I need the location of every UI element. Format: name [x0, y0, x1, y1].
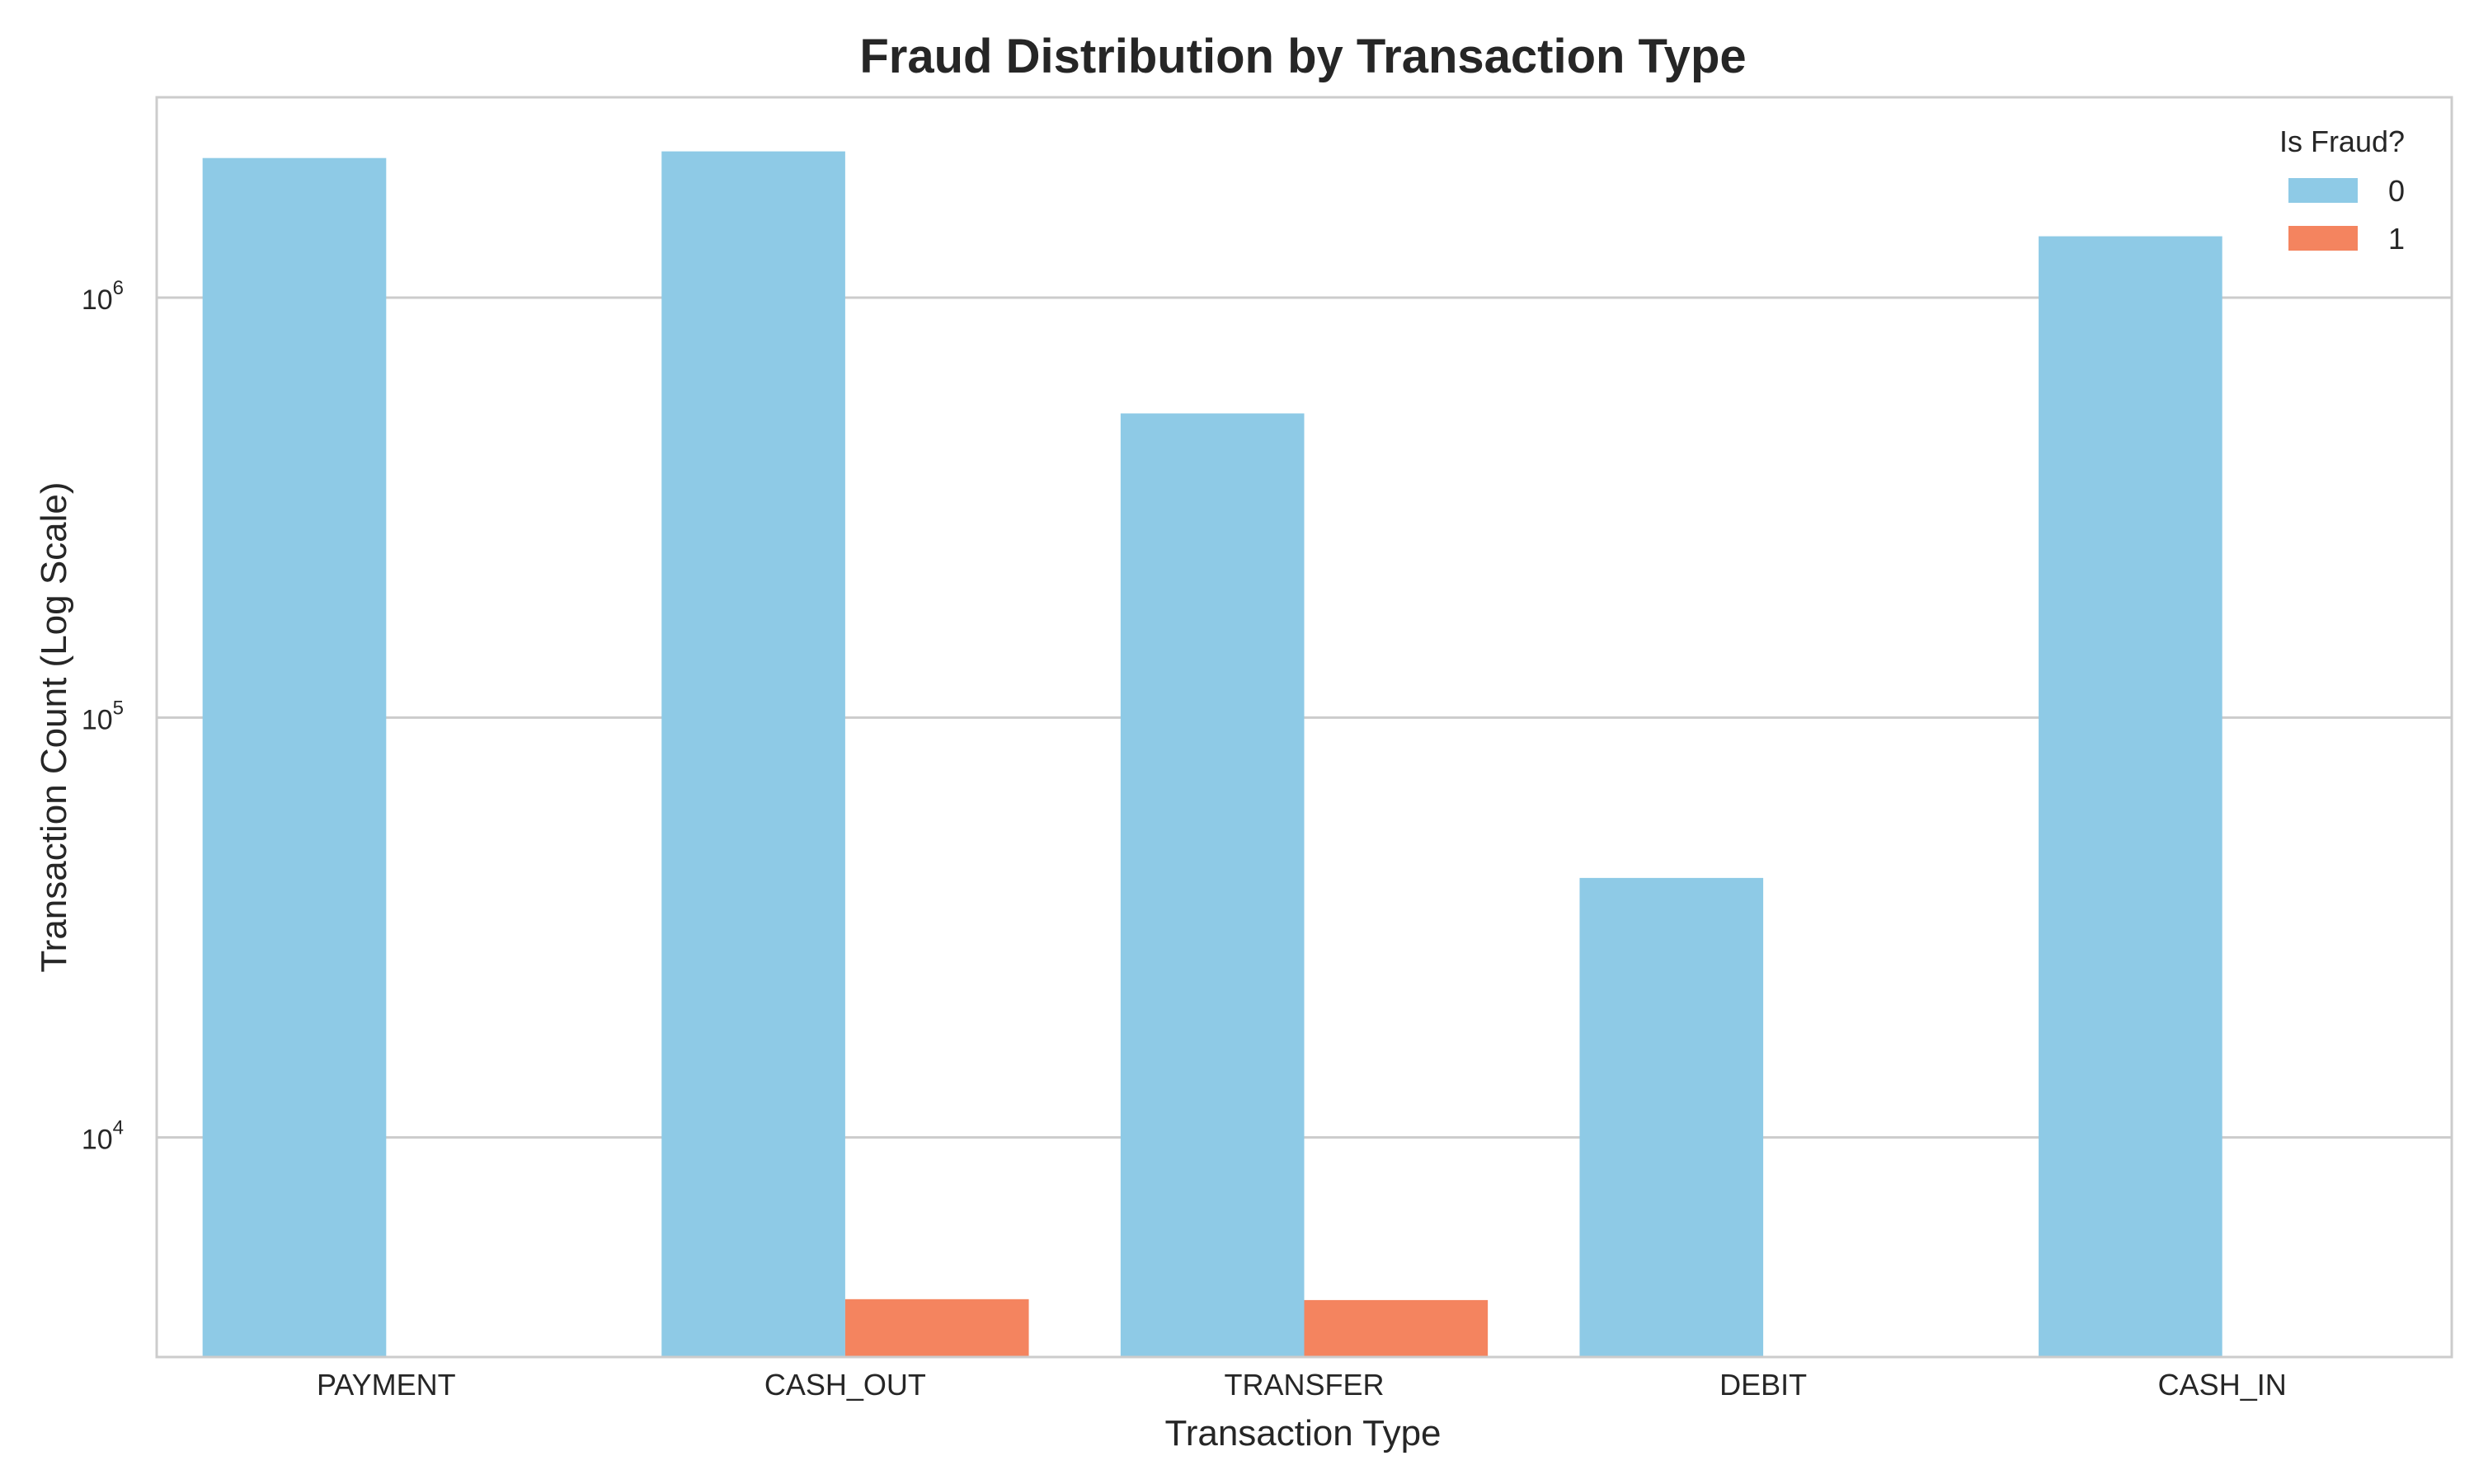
legend-title: Is Fraud? — [2279, 124, 2405, 158]
legend-swatch — [2288, 178, 2358, 203]
x-tick-labels: PAYMENT CASH_OUT TRANSFER DEBIT CASH_IN — [317, 1368, 2287, 1402]
legend: Is Fraud? 0 1 — [2279, 124, 2405, 256]
y-tick-label: 105 — [82, 697, 124, 735]
bar-cash-out-fraud-0 — [661, 151, 845, 1358]
x-tick-label: PAYMENT — [317, 1368, 456, 1402]
bar-payment-fraud-0 — [202, 157, 387, 1357]
legend-entry-label: 0 — [2388, 174, 2405, 208]
bar-cash-in-fraud-0 — [2039, 236, 2222, 1357]
y-tick-label: 104 — [82, 1117, 124, 1156]
y-axis-label: Transaction Count (Log Scale) — [34, 481, 74, 972]
x-tick-label: CASH_OUT — [764, 1368, 926, 1402]
x-axis-label: Transaction Type — [1164, 1413, 1441, 1453]
bar-transfer-fraud-0 — [1120, 413, 1305, 1358]
bars — [202, 151, 2222, 1358]
plot-area-frame — [155, 96, 2453, 1359]
x-tick-label: CASH_IN — [2158, 1368, 2287, 1402]
x-tick-label: DEBIT — [1719, 1368, 1807, 1402]
bar-cash-out-fraud-1 — [844, 1298, 1029, 1357]
y-tick-label: 106 — [82, 277, 124, 316]
legend-swatch — [2288, 226, 2358, 251]
chart-title: Fraud Distribution by Transaction Type — [859, 30, 1746, 83]
y-tick-labels: 104 105 106 — [82, 277, 124, 1156]
bar-debit-fraud-0 — [1579, 877, 1764, 1357]
bar-transfer-fraud-1 — [1304, 1299, 1489, 1357]
legend-entry-label: 1 — [2388, 222, 2405, 256]
x-tick-label: TRANSFER — [1224, 1368, 1384, 1402]
